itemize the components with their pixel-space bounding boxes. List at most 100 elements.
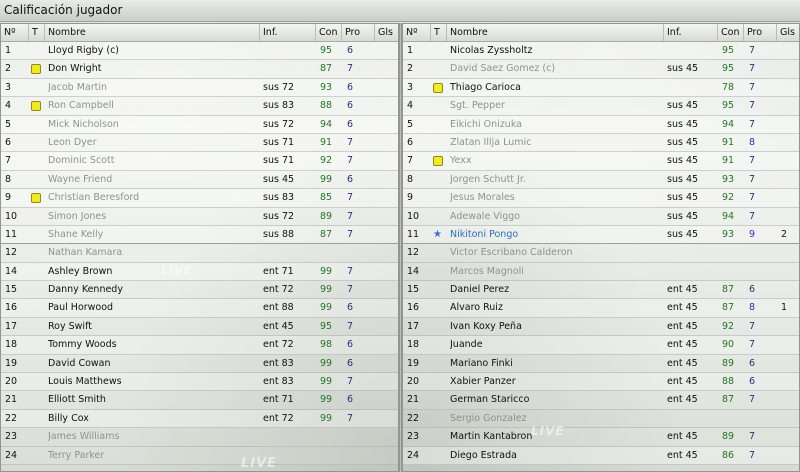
- table-row[interactable]: 14 Ashley Brown ent 71 99 7: [1, 262, 398, 282]
- col-header-name[interactable]: Nombre: [45, 24, 260, 41]
- player-goals: [781, 244, 799, 262]
- player-rating: 7: [749, 192, 756, 204]
- table-row[interactable]: 2 Don Wright 87 7: [1, 60, 398, 79]
- table-row[interactable]: 19 Mariano Finki ent 45 89 6: [403, 354, 799, 374]
- player-goals: [781, 281, 799, 299]
- card-cell: [31, 244, 45, 262]
- player-name: Xabier Panzer: [450, 376, 516, 388]
- player-condition: 99: [320, 284, 333, 296]
- player-rating: 7: [347, 228, 354, 240]
- table-row[interactable]: 17 Ivan Koxy Peña ent 45 92 7: [403, 317, 799, 337]
- player-inf: sus 45: [667, 228, 699, 240]
- table-row[interactable]: 9 Jesus Morales sus 45 92 7: [403, 189, 799, 208]
- table-row[interactable]: 5 Mick Nicholson sus 72 94 6: [1, 115, 398, 134]
- player-inf: ent 45: [667, 302, 698, 314]
- table-row[interactable]: 16 Paul Horwood ent 88 99 6: [1, 299, 398, 318]
- table-row[interactable]: 24 Diego Estrada ent 45 86 7: [403, 446, 799, 465]
- card-cell: [31, 171, 45, 189]
- card-cell: [31, 373, 45, 391]
- player-name: Ashley Brown: [48, 265, 113, 277]
- player-inf: ent 88: [263, 302, 294, 314]
- card-cell: [31, 428, 45, 446]
- table-row[interactable]: 3 Thiago Carioca 78 7: [403, 78, 799, 98]
- col-header-card[interactable]: T: [431, 24, 447, 41]
- table-row[interactable]: 21 German Staricco ent 45 87 7: [403, 391, 799, 410]
- table-row[interactable]: 11 ★ Nikitoni Pongo sus 45 93 9 2: [403, 225, 799, 245]
- player-name: David Cowan: [48, 357, 111, 369]
- table-row[interactable]: 22 Sergio Gonzalez: [403, 409, 799, 429]
- table-row[interactable]: 23 James Williams: [1, 428, 398, 447]
- table-row[interactable]: 20 Louis Matthews ent 83 99 7: [1, 373, 398, 392]
- panel-splitter[interactable]: [399, 23, 402, 472]
- player-goals: [379, 336, 397, 354]
- table-row[interactable]: 18 Juande ent 45 90 7: [403, 336, 799, 355]
- table-row[interactable]: 12 Victor Escribano Calderon: [403, 244, 799, 263]
- table-row[interactable]: 15 Danny Kennedy ent 72 99 7: [1, 281, 398, 300]
- table-row[interactable]: 6 Leon Dyer sus 71 91 7: [1, 133, 398, 153]
- table-row[interactable]: 6 Zlatan Illja Lumic sus 45 91 8: [403, 133, 799, 153]
- table-row[interactable]: 22 Billy Cox ent 72 99 7: [1, 409, 398, 429]
- player-condition: 99: [320, 265, 333, 277]
- table-row[interactable]: 7 Yexx sus 45 91 7: [403, 152, 799, 171]
- player-condition: [320, 447, 342, 465]
- table-row[interactable]: 4 Ron Campbell sus 83 88 6: [1, 97, 398, 116]
- player-inf: sus 45: [667, 173, 699, 185]
- table-row[interactable]: 16 Alvaro Ruiz ent 45 87 8 1: [403, 299, 799, 318]
- player-inf: sus 45: [667, 136, 699, 148]
- table-row[interactable]: 1 Nicolas Zyssholtz 95 7: [403, 42, 799, 61]
- player-name: Martin Kantabron: [450, 431, 533, 443]
- player-goals: [781, 336, 799, 354]
- table-row[interactable]: 17 Roy Swift ent 45 95 7: [1, 317, 398, 337]
- player-name: Lloyd Rigby (c): [48, 45, 119, 56]
- col-header-name[interactable]: Nombre: [447, 24, 664, 41]
- player-name: Wayne Friend: [48, 173, 113, 185]
- col-header-con[interactable]: Con: [316, 24, 342, 41]
- table-row[interactable]: 23 Martin Kantabron ent 45 89 7: [403, 428, 799, 447]
- col-header-gls[interactable]: Gls: [780, 27, 795, 38]
- table-row[interactable]: 8 Jorgen Schutt Jr. sus 45 93 7: [403, 170, 799, 190]
- table-row[interactable]: 9 Christian Beresford sus 83 85 7: [1, 189, 398, 208]
- table-row[interactable]: 18 Tommy Woods ent 72 98 6: [1, 336, 398, 355]
- card-cell: [31, 116, 45, 134]
- table-row[interactable]: 12 Nathan Kamara: [1, 244, 398, 263]
- col-header-con[interactable]: Con: [718, 24, 744, 41]
- table-row[interactable]: 3 Jacob Martin sus 72 93 6: [1, 78, 398, 98]
- table-row[interactable]: 8 Wayne Friend sus 45 99 6: [1, 170, 398, 190]
- col-header-gls[interactable]: Gls: [378, 27, 393, 38]
- table-row[interactable]: 10 Adewale Viggo sus 45 94 7: [403, 207, 799, 226]
- player-rating: [749, 410, 771, 428]
- col-header-card[interactable]: T: [29, 24, 45, 41]
- table-row[interactable]: 14 Marcos Magnoli: [403, 262, 799, 282]
- col-header-number[interactable]: Nº: [403, 24, 431, 41]
- table-row[interactable]: 15 Daniel Perez ent 45 87 6: [403, 281, 799, 300]
- player-condition: 99: [320, 412, 333, 424]
- player-inf: ent 45: [667, 357, 698, 369]
- table-row[interactable]: 7 Dominic Scott sus 71 92 7: [1, 152, 398, 171]
- card-cell: [433, 97, 447, 115]
- table-row[interactable]: 10 Simon Jones sus 72 89 7: [1, 207, 398, 226]
- table-row[interactable]: 20 Xabier Panzer ent 45 88 6: [403, 373, 799, 392]
- table-row[interactable]: 5 Eikichi Onizuka sus 45 94 7: [403, 115, 799, 134]
- table-row[interactable]: 21 Elliott Smith ent 71 99 6: [1, 391, 398, 410]
- player-inf: [667, 42, 717, 60]
- col-header-pro[interactable]: Pro: [744, 24, 777, 41]
- col-header-pro[interactable]: Pro: [342, 24, 375, 41]
- col-header-inf[interactable]: Inf.: [260, 24, 316, 41]
- table-row[interactable]: 4 Sgt. Pepper sus 45 95 7: [403, 97, 799, 116]
- player-rating: 7: [347, 210, 354, 222]
- table-row[interactable]: 24 Terry Parker: [1, 446, 398, 465]
- table-row[interactable]: 11 Shane Kelly sus 88 87 7: [1, 225, 398, 245]
- card-cell: [31, 263, 45, 281]
- col-header-inf[interactable]: Inf.: [664, 24, 718, 41]
- player-name: Nathan Kamara: [48, 247, 123, 259]
- table-row[interactable]: 2 David Saez Gomez (c) sus 45 95 7: [403, 60, 799, 79]
- card-cell: [31, 447, 45, 465]
- card-cell: [433, 318, 447, 336]
- player-number: 18: [407, 339, 420, 351]
- table-row[interactable]: 1 Lloyd Rigby (c) 95 6: [1, 42, 398, 61]
- player-condition: 92: [722, 192, 735, 204]
- card-cell: [31, 152, 45, 170]
- table-row[interactable]: 19 David Cowan ent 83 99 6: [1, 354, 398, 374]
- col-header-number[interactable]: Nº: [1, 24, 29, 41]
- player-goals: [781, 373, 799, 391]
